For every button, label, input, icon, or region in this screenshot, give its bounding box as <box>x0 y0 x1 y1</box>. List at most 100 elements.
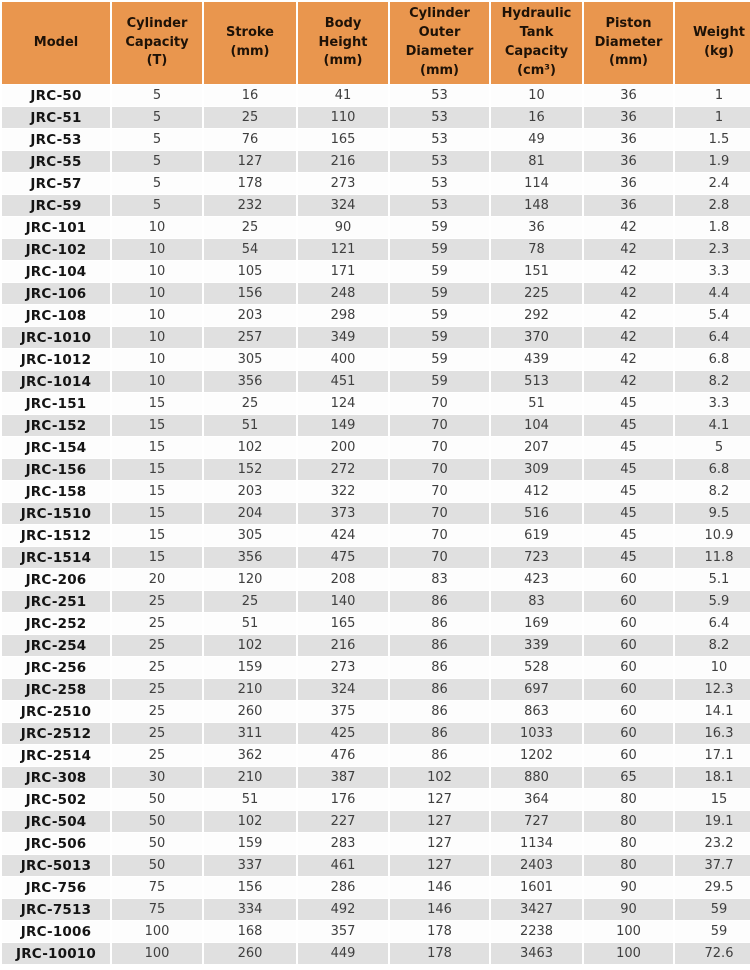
cell-outer_diameter: 70 <box>390 393 489 414</box>
cell-outer_diameter: 59 <box>390 349 489 370</box>
cell-capacity: 5 <box>112 151 202 172</box>
cell-weight: 1 <box>675 85 750 106</box>
cell-stroke: 25 <box>204 393 296 414</box>
table-body: JRC-50 5 16 41 53 10 36 1 JRC-51 5 25 110 53 16 36 1 JRC… <box>2 85 750 964</box>
cell-tank_capacity: 423 <box>491 569 582 590</box>
cell-tank_capacity: 516 <box>491 503 582 524</box>
cell-stroke: 54 <box>204 239 296 260</box>
cell-model: JRC-53 <box>2 129 110 150</box>
cell-stroke: 25 <box>204 591 296 612</box>
cell-stroke: 102 <box>204 811 296 832</box>
cell-outer_diameter: 146 <box>390 899 489 920</box>
cell-model: JRC-254 <box>2 635 110 656</box>
cell-stroke: 159 <box>204 657 296 678</box>
cell-weight: 6.4 <box>675 327 750 348</box>
cell-body_height: 451 <box>298 371 388 392</box>
cell-model: JRC-251 <box>2 591 110 612</box>
cell-piston_diameter: 100 <box>584 921 673 942</box>
table-row: JRC-254 25 102 216 86 339 60 8.2 <box>2 635 750 656</box>
cell-tank_capacity: 439 <box>491 349 582 370</box>
cell-stroke: 25 <box>204 107 296 128</box>
cell-capacity: 75 <box>112 877 202 898</box>
cell-body_height: 90 <box>298 217 388 238</box>
cell-model: JRC-1010 <box>2 327 110 348</box>
cell-capacity: 10 <box>112 283 202 304</box>
cell-tank_capacity: 36 <box>491 217 582 238</box>
cell-body_height: 208 <box>298 569 388 590</box>
cell-weight: 8.2 <box>675 635 750 656</box>
cell-tank_capacity: 727 <box>491 811 582 832</box>
cell-model: JRC-206 <box>2 569 110 590</box>
cell-capacity: 25 <box>112 635 202 656</box>
cell-model: JRC-154 <box>2 437 110 458</box>
cell-body_height: 298 <box>298 305 388 326</box>
cell-tank_capacity: 412 <box>491 481 582 502</box>
cell-body_height: 273 <box>298 173 388 194</box>
cell-tank_capacity: 78 <box>491 239 582 260</box>
cell-capacity: 5 <box>112 129 202 150</box>
table-row: JRC-50 5 16 41 53 10 36 1 <box>2 85 750 106</box>
table-row: JRC-152 15 51 149 70 104 45 4.1 <box>2 415 750 436</box>
cell-tank_capacity: 863 <box>491 701 582 722</box>
table-row: JRC-102 10 54 121 59 78 42 2.3 <box>2 239 750 260</box>
cell-model: JRC-57 <box>2 173 110 194</box>
cell-outer_diameter: 53 <box>390 195 489 216</box>
cell-model: JRC-50 <box>2 85 110 106</box>
cell-stroke: 127 <box>204 151 296 172</box>
cell-tank_capacity: 619 <box>491 525 582 546</box>
cell-outer_diameter: 178 <box>390 943 489 964</box>
cell-body_height: 216 <box>298 151 388 172</box>
cell-model: JRC-308 <box>2 767 110 788</box>
cell-outer_diameter: 70 <box>390 525 489 546</box>
cell-piston_diameter: 45 <box>584 503 673 524</box>
table-row: JRC-59 5 232 324 53 148 36 2.8 <box>2 195 750 216</box>
cell-body_height: 149 <box>298 415 388 436</box>
cell-model: JRC-1510 <box>2 503 110 524</box>
cell-stroke: 51 <box>204 789 296 810</box>
cell-body_height: 475 <box>298 547 388 568</box>
column-header-outer_diameter: Cylinder Outer Diameter (mm) <box>390 2 489 84</box>
cell-weight: 14.1 <box>675 701 750 722</box>
cell-piston_diameter: 80 <box>584 833 673 854</box>
cell-tank_capacity: 513 <box>491 371 582 392</box>
cell-piston_diameter: 36 <box>584 151 673 172</box>
cell-capacity: 100 <box>112 921 202 942</box>
cell-stroke: 334 <box>204 899 296 920</box>
cell-capacity: 15 <box>112 503 202 524</box>
cell-outer_diameter: 59 <box>390 283 489 304</box>
cell-tank_capacity: 364 <box>491 789 582 810</box>
cell-capacity: 50 <box>112 789 202 810</box>
cell-outer_diameter: 127 <box>390 789 489 810</box>
cell-stroke: 362 <box>204 745 296 766</box>
table-row: JRC-252 25 51 165 86 169 60 6.4 <box>2 613 750 634</box>
table-row: JRC-156 15 152 272 70 309 45 6.8 <box>2 459 750 480</box>
cell-model: JRC-1006 <box>2 921 110 942</box>
table-row: JRC-158 15 203 322 70 412 45 8.2 <box>2 481 750 502</box>
cell-body_height: 176 <box>298 789 388 810</box>
cell-outer_diameter: 59 <box>390 217 489 238</box>
cell-weight: 9.5 <box>675 503 750 524</box>
table-row: JRC-1510 15 204 373 70 516 45 9.5 <box>2 503 750 524</box>
cell-model: JRC-156 <box>2 459 110 480</box>
cell-model: JRC-258 <box>2 679 110 700</box>
table-row: JRC-108 10 203 298 59 292 42 5.4 <box>2 305 750 326</box>
cell-model: JRC-5013 <box>2 855 110 876</box>
cell-body_height: 286 <box>298 877 388 898</box>
cell-outer_diameter: 86 <box>390 745 489 766</box>
cell-weight: 2.4 <box>675 173 750 194</box>
table-row: JRC-258 25 210 324 86 697 60 12.3 <box>2 679 750 700</box>
cell-weight: 6.8 <box>675 459 750 480</box>
cell-capacity: 50 <box>112 833 202 854</box>
cell-model: JRC-1014 <box>2 371 110 392</box>
table-row: JRC-502 50 51 176 127 364 80 15 <box>2 789 750 810</box>
cell-piston_diameter: 42 <box>584 305 673 326</box>
cell-tank_capacity: 10 <box>491 85 582 106</box>
cell-outer_diameter: 86 <box>390 679 489 700</box>
cell-stroke: 178 <box>204 173 296 194</box>
cell-body_height: 140 <box>298 591 388 612</box>
cell-capacity: 15 <box>112 547 202 568</box>
cell-body_height: 216 <box>298 635 388 656</box>
table-row: JRC-506 50 159 283 127 1134 80 23.2 <box>2 833 750 854</box>
cell-body_height: 424 <box>298 525 388 546</box>
cell-outer_diameter: 86 <box>390 701 489 722</box>
